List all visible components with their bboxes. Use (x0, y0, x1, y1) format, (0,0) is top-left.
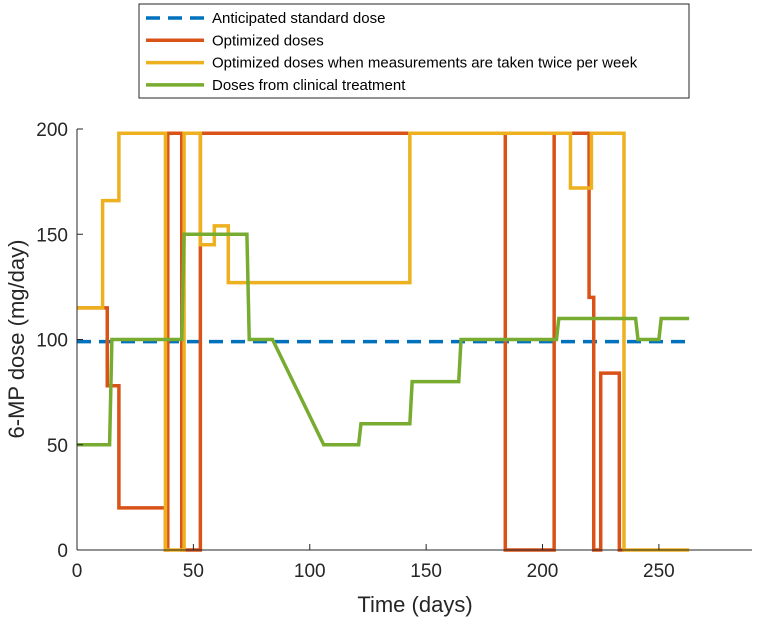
x-tick-label: 50 (183, 561, 204, 582)
legend-items: Anticipated standard dose Optimized doses… (146, 10, 638, 94)
y-tick-label: 200 (36, 120, 68, 141)
x-tick-label: 150 (410, 561, 442, 582)
legend-label-4: Doses from clinical treatment (212, 77, 406, 94)
x-tick-label: 100 (294, 561, 326, 582)
x-tick-label: 200 (527, 561, 559, 582)
legend-label-3: Optimized doses when measurements are ta… (212, 55, 638, 72)
y-tick-label: 50 (47, 436, 68, 457)
legend-label-1: Anticipated standard dose (212, 10, 385, 27)
x-tick-label: 250 (643, 561, 675, 582)
y-tick-label: 150 (36, 225, 68, 246)
y-tick-label: 100 (36, 331, 68, 352)
x-tick-label: 0 (72, 561, 83, 582)
legend-label-2: Optimized doses (212, 32, 324, 49)
legend-box (138, 3, 690, 99)
series-line-4 (77, 232, 690, 447)
legend: Anticipated standard dose Optimized doses… (138, 3, 690, 99)
y-tick-label: 0 (57, 541, 68, 562)
y-axis-title: 6-MP dose (mg/day) (4, 240, 29, 439)
x-axis-title: Time (days) (357, 592, 472, 617)
y-ticks: 0 50 100 150 200 (36, 120, 83, 562)
x-ticks: 0 50 100 150 200 250 (72, 544, 675, 582)
